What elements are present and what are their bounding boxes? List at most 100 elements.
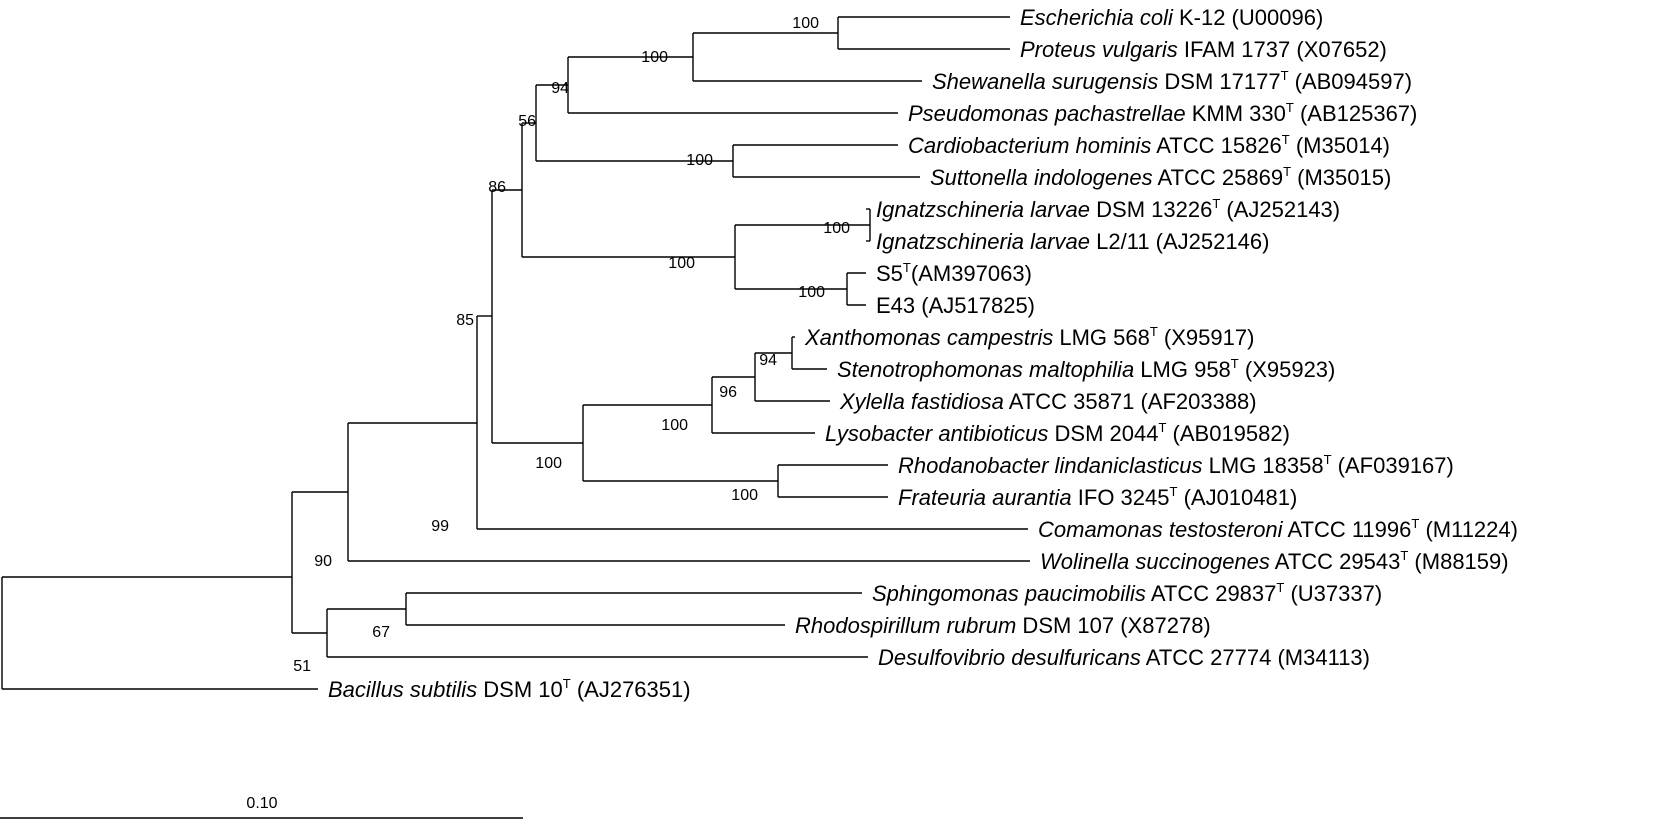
type-strain-mark: T xyxy=(1150,324,1158,339)
type-strain-mark: T xyxy=(1281,68,1289,83)
taxon-species: Pseudomonas pachastrellae xyxy=(908,101,1186,126)
taxon-accession: (AF203388) xyxy=(1134,389,1256,414)
type-strain-mark: T xyxy=(1400,548,1408,563)
taxon-accession: (AJ517825) xyxy=(915,293,1035,318)
taxon-strain: S5 xyxy=(876,261,903,286)
taxon-accession: (AB094597) xyxy=(1289,69,1413,94)
taxon-strain: DSM 107 xyxy=(1016,613,1114,638)
bootstrap-value: 90 xyxy=(314,553,332,570)
taxon-strain: L2/11 xyxy=(1090,229,1150,254)
taxon-accession: (M35014) xyxy=(1290,133,1390,158)
taxon-label-steno: Stenotrophomonas maltophilia LMG 958T (X… xyxy=(837,356,1335,382)
taxon-strain: ATCC 25869 xyxy=(1153,165,1283,190)
bootstrap-value: 100 xyxy=(661,417,688,434)
taxon-accession: (X07652) xyxy=(1290,37,1387,62)
taxon-label-xantho: Xanthomonas campestris LMG 568T (X95917) xyxy=(804,324,1254,350)
type-strain-mark: T xyxy=(1212,196,1220,211)
taxon-strain: KMM 330 xyxy=(1186,101,1286,126)
taxon-species: Xanthomonas campestris xyxy=(804,325,1053,350)
taxon-label-ign2: Ignatzschineria larvae L2/11 (AJ252146) xyxy=(876,229,1269,254)
taxon-labels: Escherichia coli K-12 (U00096) Proteus vu… xyxy=(328,5,1518,702)
taxon-accession: (AF039167) xyxy=(1332,453,1454,478)
taxon-accession: (AB019582) xyxy=(1166,421,1290,446)
taxon-label-shew: Shewanella surugensis DSM 17177T (AB0945… xyxy=(932,68,1412,94)
taxon-strain: DSM 17177 xyxy=(1158,69,1280,94)
taxon-species: Desulfovibrio desulfuricans xyxy=(878,645,1141,670)
taxon-accession: (AJ252146) xyxy=(1150,229,1270,254)
taxon-strain: ATCC 15826 xyxy=(1151,133,1281,158)
taxon-label-sutton: Suttonella indologenes ATCC 25869T (M350… xyxy=(930,164,1391,190)
type-strain-mark: T xyxy=(1286,100,1294,115)
taxon-label-pseudo: Pseudomonas pachastrellae KMM 330T (AB12… xyxy=(908,100,1417,126)
bootstrap-value: 100 xyxy=(668,255,695,272)
taxon-species: Xylella fastidiosa xyxy=(839,389,1004,414)
bootstrap-value: 86 xyxy=(488,179,506,196)
type-strain-mark: T xyxy=(563,676,571,691)
taxon-accession: (AJ252143) xyxy=(1220,197,1340,222)
bootstrap-value: 94 xyxy=(759,352,777,369)
taxon-label-rhodano: Rhodanobacter lindaniclasticus LMG 18358… xyxy=(898,452,1454,478)
bootstrap-value: 100 xyxy=(641,49,668,66)
tree-branches xyxy=(1,16,1030,690)
taxon-strain: DSM 10 xyxy=(477,677,563,702)
taxon-strain: LMG 18358 xyxy=(1203,453,1324,478)
taxon-species: Bacillus subtilis xyxy=(328,677,477,702)
taxon-label-sphingo: Sphingomonas paucimobilis ATCC 29837T (U… xyxy=(872,580,1382,606)
taxon-accession: (M34113) xyxy=(1271,645,1370,670)
taxon-strain: K-12 xyxy=(1173,5,1226,30)
taxon-species: Comamonas testosteroni xyxy=(1038,517,1284,542)
type-strain-mark: T xyxy=(1324,452,1332,467)
bootstrap-values: 100 100 94 56 100 86 100 100 100 85 94 96 100 100 100 9… xyxy=(293,15,850,675)
taxon-species: Ignatzschineria larvae xyxy=(876,197,1090,222)
taxon-species: Frateuria aurantia xyxy=(898,485,1072,510)
taxon-accession: (M11224) xyxy=(1419,517,1518,542)
taxon-accession: (U00096) xyxy=(1225,5,1323,30)
taxon-label-ign1: Ignatzschineria larvae DSM 13226T (AJ252… xyxy=(876,196,1340,222)
taxon-species: Wolinella succinogenes xyxy=(1040,549,1270,574)
taxon-label-rhodosp: Rhodospirillum rubrum DSM 107 (X87278) xyxy=(795,613,1211,638)
taxon-strain: ATCC 27774 xyxy=(1141,645,1271,670)
type-strain-mark: T xyxy=(1283,164,1291,179)
taxon-accession: (AJ010481) xyxy=(1177,485,1297,510)
bootstrap-value: 100 xyxy=(823,220,850,237)
taxon-strain: LMG 958 xyxy=(1134,357,1231,382)
taxon-species: Rhodospirillum rubrum xyxy=(795,613,1016,638)
taxon-label-cardio: Cardiobacterium hominis ATCC 15826T (M35… xyxy=(908,132,1390,158)
taxon-species: Ignatzschineria larvae xyxy=(876,229,1090,254)
taxon-label-bacillus: Bacillus subtilis DSM 10T (AJ276351) xyxy=(328,676,691,702)
type-strain-mark: T xyxy=(1170,484,1178,499)
taxon-strain: IFAM 1737 xyxy=(1178,37,1291,62)
taxon-strain: IFO 3245 xyxy=(1072,485,1170,510)
taxon-strain: ATCC 11996 xyxy=(1283,517,1412,542)
taxon-species: Suttonella indologenes xyxy=(930,165,1153,190)
taxon-label-coma: Comamonas testosteroni ATCC 11996T (M112… xyxy=(1038,516,1518,542)
taxon-species: Proteus vulgaris xyxy=(1020,37,1178,62)
taxon-accession: (AM397063) xyxy=(911,261,1032,286)
taxon-label-frat: Frateuria aurantia IFO 3245T (AJ010481) xyxy=(898,484,1297,510)
taxon-accession: (U37337) xyxy=(1284,581,1382,606)
type-strain-mark: T xyxy=(1282,132,1290,147)
taxon-species: Stenotrophomonas maltophilia xyxy=(837,357,1134,382)
taxon-label-proteus: Proteus vulgaris IFAM 1737 (X07652) xyxy=(1020,37,1387,62)
type-strain-mark: T xyxy=(903,260,911,275)
taxon-strain: E43 xyxy=(876,293,915,318)
taxon-label-s5: S5T(AM397063) xyxy=(876,260,1032,286)
taxon-label-desulfo: Desulfovibrio desulfuricans ATCC 27774 (… xyxy=(878,645,1370,670)
taxon-accession: (X95917) xyxy=(1158,325,1255,350)
taxon-accession: (M88159) xyxy=(1408,549,1508,574)
bootstrap-value: 99 xyxy=(431,518,449,535)
taxon-strain: DSM 13226 xyxy=(1090,197,1212,222)
taxon-species: Rhodanobacter lindaniclasticus xyxy=(898,453,1203,478)
taxon-accession: (X87278) xyxy=(1114,613,1211,638)
taxon-label-xylella: Xylella fastidiosa ATCC 35871 (AF203388) xyxy=(839,389,1257,414)
taxon-species: Sphingomonas paucimobilis xyxy=(872,581,1146,606)
bootstrap-value: 100 xyxy=(535,455,562,472)
taxon-strain: ATCC 29837 xyxy=(1146,581,1276,606)
type-strain-mark: T xyxy=(1276,580,1284,595)
taxon-species: Escherichia coli xyxy=(1020,5,1174,30)
taxon-label-e43: E43 (AJ517825) xyxy=(876,293,1035,318)
bootstrap-value: 85 xyxy=(456,312,474,329)
bootstrap-value: 96 xyxy=(719,384,737,401)
type-strain-mark: T xyxy=(1411,516,1419,531)
taxon-label-wolin: Wolinella succinogenes ATCC 29543T (M881… xyxy=(1040,548,1509,574)
